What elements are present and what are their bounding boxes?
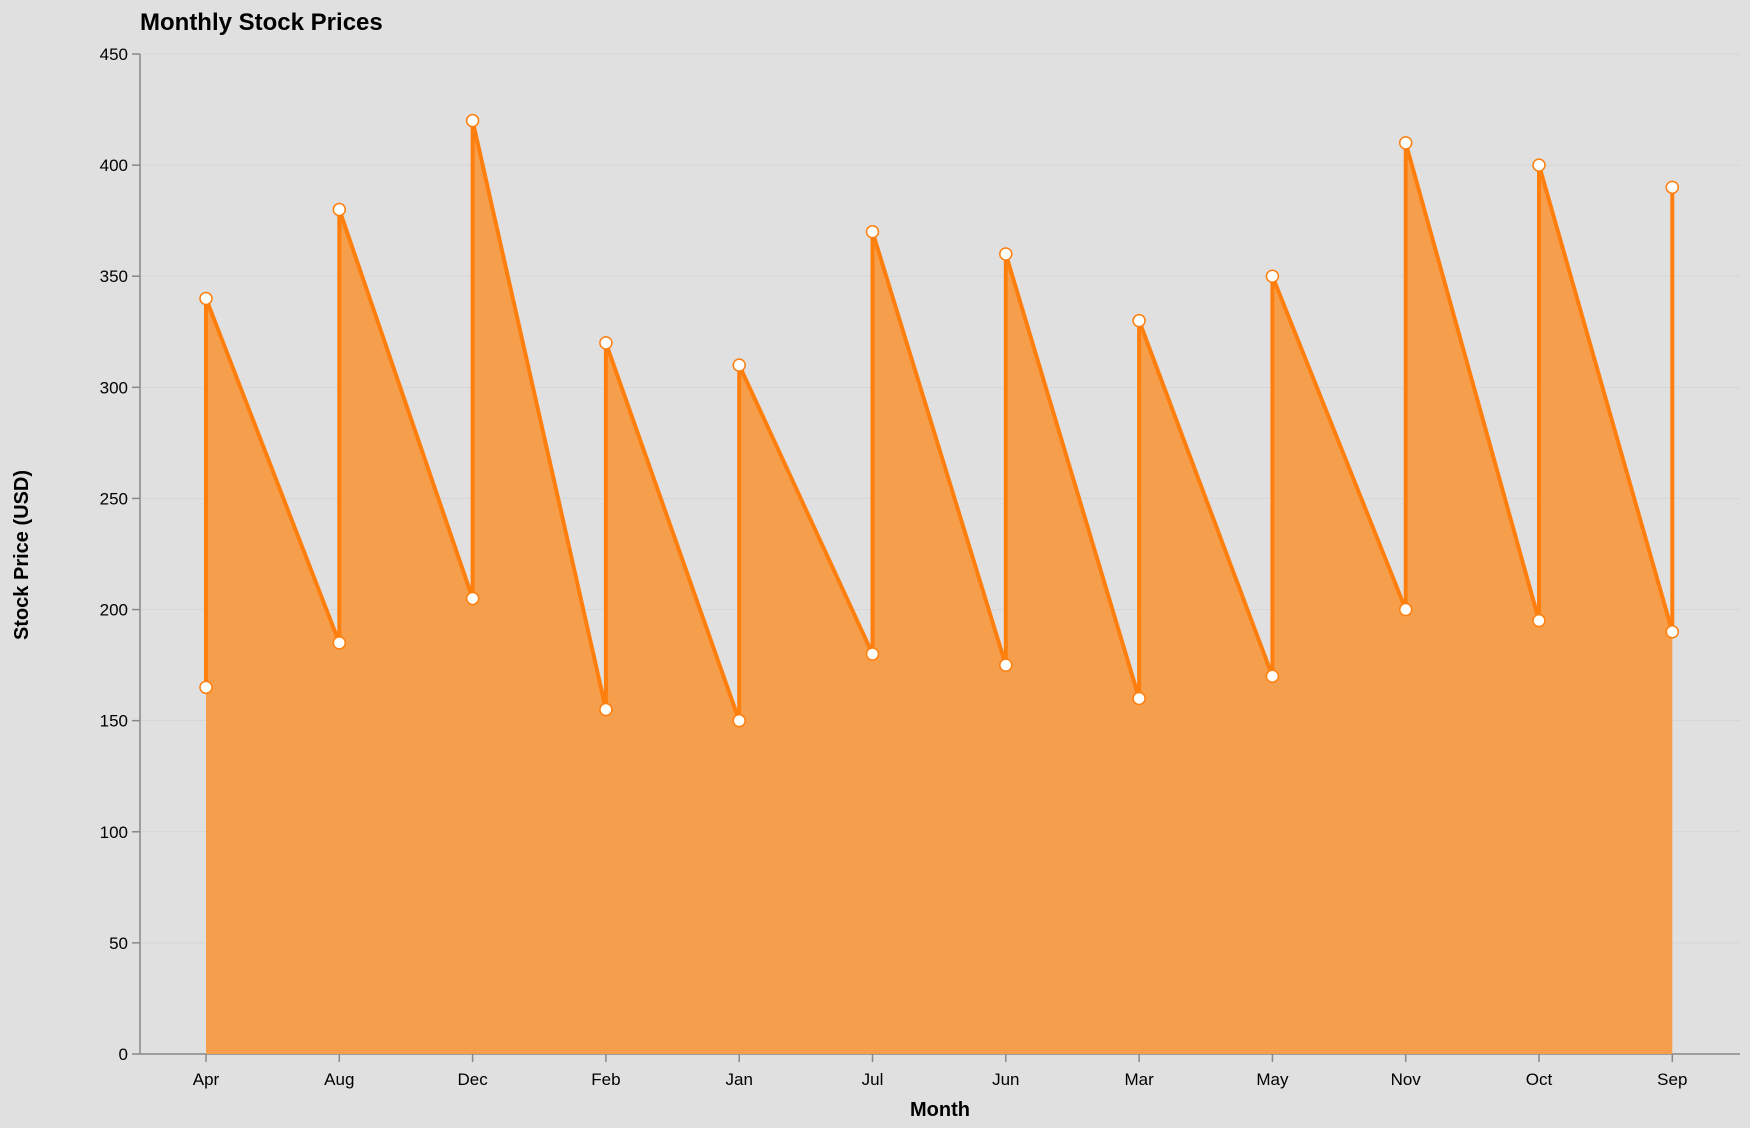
area-series — [206, 120, 1673, 1054]
data-point-high — [1532, 158, 1546, 172]
x-tick-label: Aug — [324, 1070, 354, 1089]
x-tick-label: May — [1256, 1070, 1289, 1089]
y-tick-label: 0 — [119, 1045, 128, 1064]
y-tick-label: 400 — [100, 156, 128, 175]
data-point-low — [865, 647, 880, 661]
data-point-high — [1665, 180, 1680, 195]
line-series — [204, 120, 1675, 722]
y-tick-label: 300 — [100, 378, 128, 397]
x-tick-label: Jul — [862, 1070, 884, 1089]
data-point-low — [1398, 602, 1413, 617]
x-tick-label: Sep — [1657, 1070, 1687, 1089]
y-axis-title: Stock Price (USD) — [11, 470, 33, 640]
data-point-high — [999, 247, 1013, 261]
data-point-high — [1265, 269, 1280, 283]
y-tick-label: 50 — [109, 934, 128, 953]
data-point-high — [599, 336, 613, 350]
area-fill — [206, 120, 1673, 1054]
data-point-low — [1132, 691, 1146, 706]
data-points — [199, 113, 1680, 728]
y-tick-label: 250 — [100, 489, 128, 508]
x-tick-label: Dec — [457, 1070, 488, 1089]
data-point-low — [332, 636, 347, 650]
data-point-high — [1132, 313, 1146, 328]
data-point-high — [465, 113, 480, 128]
x-tick-label: Apr — [193, 1070, 220, 1089]
data-point-high — [865, 225, 880, 239]
data-point-low — [465, 591, 480, 606]
y-tick-label: 100 — [100, 823, 128, 842]
data-point-low — [199, 680, 213, 695]
y-tick-label: 200 — [100, 601, 128, 620]
price-line — [204, 120, 1675, 722]
data-point-high — [732, 358, 746, 372]
data-point-low — [1532, 613, 1546, 628]
y-axis: 0 50 100 150 200 250 300 350 400 450 — [100, 45, 141, 1064]
x-tick-label: Feb — [591, 1070, 620, 1089]
x-tick-label: Mar — [1124, 1070, 1154, 1089]
data-point-low — [1265, 669, 1280, 683]
data-point-high — [199, 291, 213, 306]
chart-title: Monthly Stock Prices — [140, 9, 383, 36]
y-tick-label: 450 — [100, 45, 128, 64]
x-axis: Apr Aug Dec Feb Jan Jul Jun Mar May Nov Oct Sep — [140, 1053, 1740, 1089]
data-point-low — [999, 658, 1013, 672]
x-tick-label: Oct — [1526, 1070, 1553, 1089]
x-tick-label: Nov — [1391, 1070, 1422, 1089]
y-tick-label: 350 — [100, 267, 128, 286]
data-point-high — [1398, 136, 1413, 150]
data-point-low — [732, 713, 746, 728]
y-tick-label: 150 — [100, 712, 128, 731]
x-tick-label: Jan — [725, 1070, 752, 1089]
data-point-high — [332, 202, 347, 217]
x-tick-label: Jun — [992, 1070, 1019, 1089]
data-point-low — [599, 702, 613, 717]
x-axis-title: Month — [910, 1099, 970, 1121]
data-point-low — [1665, 625, 1680, 639]
